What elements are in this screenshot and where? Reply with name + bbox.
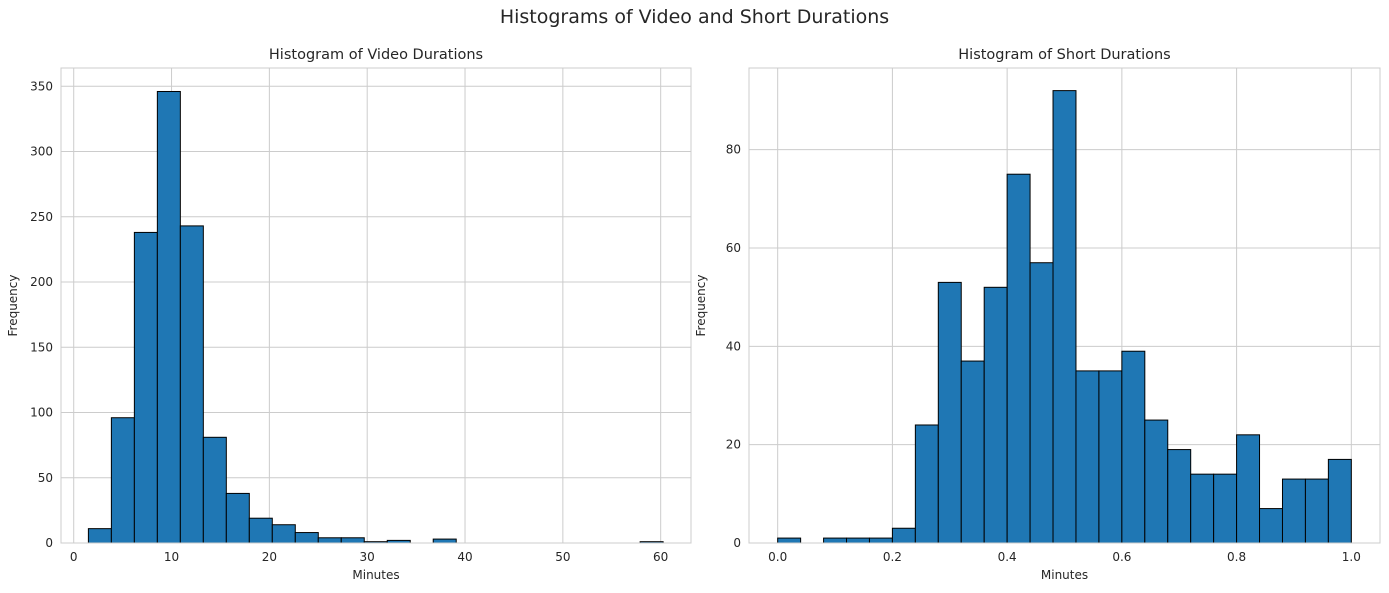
- y-tick-label: 80: [726, 143, 741, 157]
- histogram-bar: [87, 528, 112, 544]
- histogram-bar: [248, 517, 273, 544]
- x-tick-label: 20: [262, 550, 277, 564]
- x-tick-label: 0.4: [998, 550, 1017, 564]
- x-tick-label: 1.0: [1342, 550, 1361, 564]
- x-tick-label: 60: [653, 550, 668, 564]
- histogram-bar: [1098, 370, 1123, 544]
- histogram-bar: [1167, 449, 1192, 544]
- y-tick-label: 20: [726, 438, 741, 452]
- histogram-bar: [1075, 370, 1100, 544]
- x-axis-label: Minutes: [352, 568, 399, 582]
- chart-title: Histogram of Short Durations: [958, 47, 1170, 63]
- y-tick-label: 150: [30, 340, 53, 354]
- y-tick-label: 50: [38, 471, 53, 485]
- y-axis-label: Frequency: [694, 275, 708, 337]
- histogram-bar: [1259, 508, 1283, 544]
- histogram-bar: [179, 225, 204, 544]
- y-tick-label: 0: [45, 536, 53, 550]
- histogram-bar: [1190, 473, 1215, 544]
- axes-frame: [60, 67, 692, 544]
- x-tick-label: 30: [360, 550, 375, 564]
- histogram-bar: [156, 90, 181, 544]
- y-tick-label: 250: [30, 210, 53, 224]
- histogram-bar: [1006, 173, 1031, 544]
- x-tick-label: 50: [555, 550, 570, 564]
- histogram-bar: [823, 537, 848, 544]
- x-tick-label: 0.8: [1227, 550, 1246, 564]
- histogram-bar: [225, 492, 250, 544]
- histogram-bar: [1029, 262, 1054, 544]
- video-durations-histogram: 0 10 20 30 40 50 60 0 50 100 150 200 250 300 350 Histog…: [6, 47, 692, 582]
- histogram-bar: [960, 360, 985, 544]
- histogram-bar: [1281, 478, 1306, 544]
- histogram-bar: [914, 424, 939, 544]
- histogram-bar: [340, 537, 365, 544]
- histogram-bar: [1236, 434, 1261, 544]
- histogram-bar: [1213, 473, 1238, 544]
- y-tick-label: 100: [30, 406, 53, 420]
- x-tick-label: 0.0: [768, 550, 787, 564]
- axes-frame: [748, 67, 1381, 544]
- y-tick-label: 0: [733, 536, 741, 550]
- histogram-bar: [202, 436, 227, 544]
- histogram-bar: [271, 524, 296, 544]
- x-tick-label: 0.2: [883, 550, 902, 564]
- x-tick-label: 0.6: [1112, 550, 1131, 564]
- plot-area: 0.0 0.2 0.4 0.6 0.8 1.0 0 20 40 60 80: [726, 67, 1381, 564]
- plot-area: 0 10 20 30 40 50 60 0 50 100 150 200 250 300 350: [30, 67, 692, 564]
- histogram-bar: [983, 286, 1008, 544]
- histogram-bar: [777, 537, 802, 544]
- histogram-bar: [846, 537, 870, 544]
- x-tick-label: 0: [70, 550, 78, 564]
- histogram-bar: [868, 537, 893, 544]
- y-tick-label: 40: [726, 339, 741, 353]
- x-tick-label: 10: [164, 550, 179, 564]
- histogram-bar: [294, 532, 319, 544]
- histogram-bar: [317, 537, 342, 544]
- y-tick-label: 60: [726, 241, 741, 255]
- x-axis-label: Minutes: [1041, 568, 1088, 582]
- x-tick-label: 40: [457, 550, 472, 564]
- histogram-bar: [1052, 90, 1077, 544]
- histogram-bar: [1327, 458, 1352, 544]
- histogram-bar: [133, 231, 158, 544]
- y-tick-label: 200: [30, 275, 53, 289]
- histogram-bar: [937, 281, 962, 544]
- histogram-bar: [1304, 478, 1329, 544]
- histogram-bar: [110, 417, 135, 544]
- histogram-bar: [432, 538, 457, 544]
- short-durations-histogram: 0.0 0.2 0.4 0.6 0.8 1.0 0 20 40 60 80 Histogram of …: [694, 47, 1381, 582]
- y-axis-label: Frequency: [6, 275, 20, 337]
- histogram-bar: [1121, 350, 1146, 544]
- chart-title: Histogram of Video Durations: [269, 47, 483, 63]
- histogram-bar: [891, 527, 916, 544]
- histogram-bar: [1144, 419, 1169, 544]
- y-tick-label: 300: [30, 145, 53, 159]
- figure-title: Histograms of Video and Short Durations: [499, 6, 890, 28]
- y-tick-label: 350: [30, 79, 53, 93]
